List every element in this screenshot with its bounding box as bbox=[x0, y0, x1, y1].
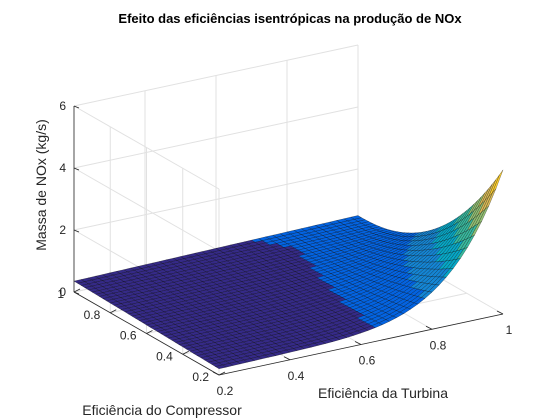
z-tick-label: 0 bbox=[59, 285, 66, 299]
y-tick-label: 0.4 bbox=[156, 349, 173, 363]
grid-line bbox=[73, 105, 220, 190]
surface-cell bbox=[214, 364, 227, 369]
z-tick-mark bbox=[73, 167, 80, 171]
axes-ticks: 0 2 4 6 0.2 0.4 0.6 0.8 1 0.2 0.4 0.6 0.8 1 bbox=[57, 99, 512, 398]
y-tick-mark bbox=[182, 350, 189, 355]
x-tick-label: 0.8 bbox=[430, 338, 447, 352]
y-tick-label: 0.6 bbox=[120, 329, 137, 343]
z-tick-label: 2 bbox=[59, 223, 66, 237]
x-tick-label: 0.4 bbox=[288, 369, 305, 383]
y-tick-mark bbox=[218, 371, 226, 376]
nox-surface bbox=[73, 169, 504, 369]
chart-title: Efeito das eficiências isentrópicas na p… bbox=[118, 11, 462, 26]
z-tick-mark bbox=[73, 229, 80, 233]
y-tick-label: 0.8 bbox=[84, 308, 101, 322]
x-tick-label: 0.2 bbox=[217, 384, 234, 398]
x-tick-mark bbox=[283, 356, 291, 361]
z-tick-mark bbox=[73, 291, 80, 295]
x-tick-label: 1 bbox=[506, 323, 513, 337]
x-tick-mark bbox=[496, 310, 504, 315]
grid-line bbox=[73, 168, 359, 231]
z-tick-label: 4 bbox=[59, 161, 66, 175]
grid-line bbox=[73, 106, 359, 169]
y-tick-mark bbox=[110, 309, 117, 314]
z-tick-mark bbox=[73, 105, 80, 109]
x-tick-mark bbox=[425, 325, 433, 330]
x-tick-mark bbox=[212, 371, 220, 376]
grid-line bbox=[73, 44, 359, 107]
y-axis-label: Eficiência do Compressor bbox=[82, 402, 242, 418]
x-tick-label: 0.6 bbox=[359, 354, 376, 368]
x-axis-label: Eficiência da Turbina bbox=[318, 385, 448, 401]
x-tick-mark bbox=[354, 341, 362, 345]
grid-line bbox=[73, 167, 220, 252]
z-axis-label: Massa de NOx (kg/s) bbox=[33, 119, 49, 250]
surface-cell bbox=[492, 169, 504, 194]
y-tick-label: 1 bbox=[57, 287, 64, 301]
y-tick-label: 0.2 bbox=[192, 370, 209, 384]
z-tick-label: 6 bbox=[59, 99, 66, 113]
y-tick-mark bbox=[73, 288, 81, 293]
y-tick-mark bbox=[146, 330, 153, 334]
